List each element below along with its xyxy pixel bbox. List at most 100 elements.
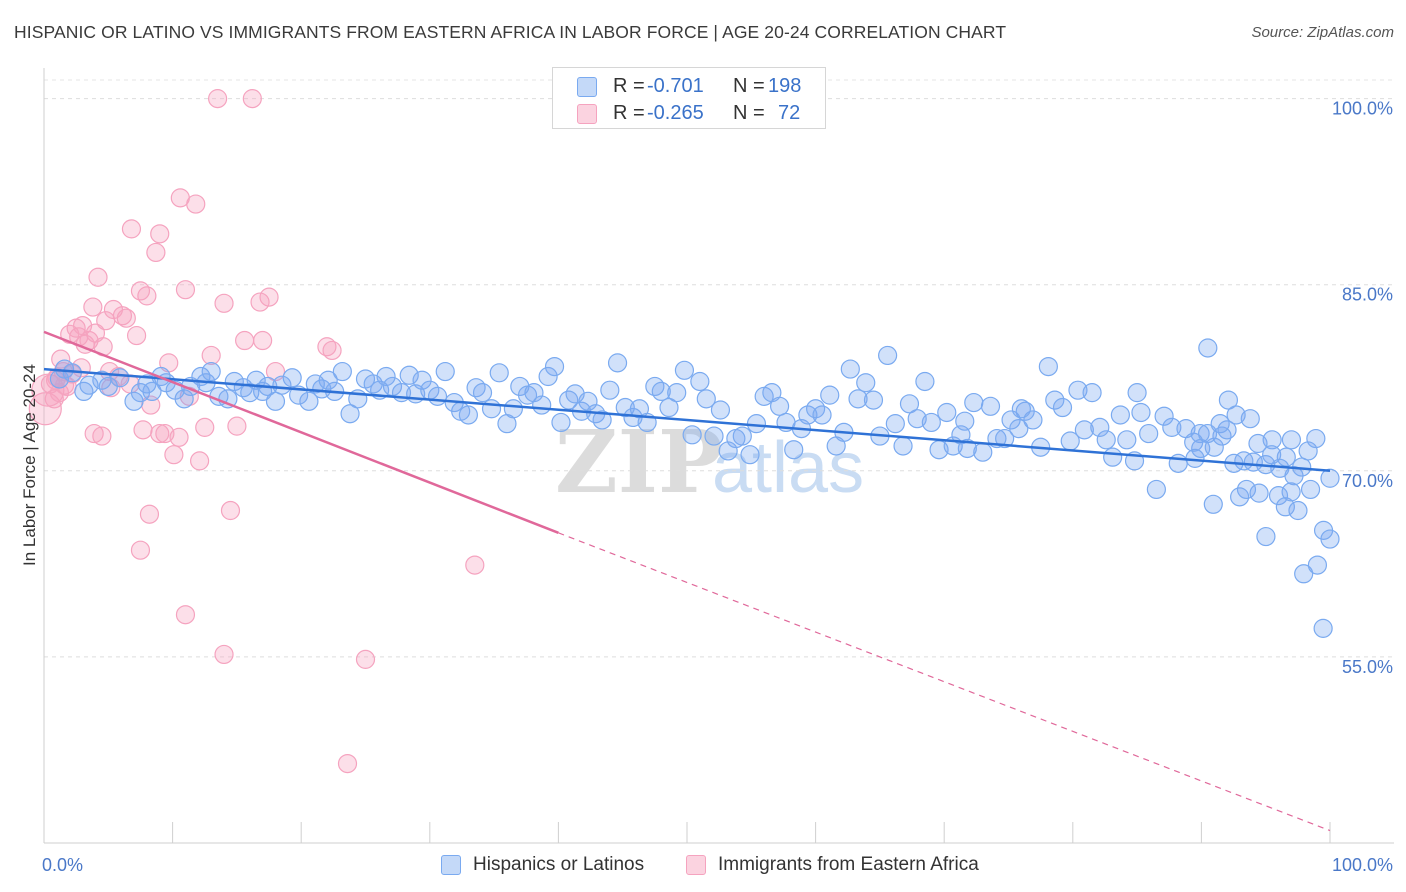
data-point	[83, 297, 103, 317]
data-point	[651, 381, 671, 402]
data-point	[645, 376, 665, 397]
data-point	[893, 436, 913, 456]
data-point	[1131, 402, 1151, 423]
y-tick-label: 70.0%	[1342, 471, 1393, 491]
data-point	[164, 445, 184, 465]
data-point	[435, 361, 455, 382]
stats-legend: R = -0.701 N = 198 R = -0.265 N = 72	[552, 67, 826, 129]
data-point	[208, 89, 228, 109]
data-point	[1127, 383, 1147, 403]
data-point	[921, 412, 941, 433]
data-point	[1320, 468, 1340, 488]
data-point	[376, 366, 396, 387]
data-point	[1248, 433, 1268, 454]
data-point	[532, 395, 552, 415]
data-point	[126, 325, 147, 346]
data-point	[1281, 482, 1301, 502]
data-point	[600, 380, 620, 400]
data-point	[1117, 430, 1137, 450]
data-point	[1275, 497, 1295, 517]
data-point	[1288, 500, 1308, 521]
data-point	[88, 267, 108, 287]
data-point	[1023, 410, 1043, 430]
data-point	[1306, 428, 1326, 449]
data-point	[214, 644, 234, 665]
data-point	[915, 371, 935, 392]
data-point	[746, 414, 767, 434]
data-point	[1011, 399, 1031, 419]
data-point	[973, 442, 993, 462]
data-point	[957, 438, 977, 459]
data-point	[150, 224, 170, 244]
data-point	[337, 753, 358, 774]
data-point	[1068, 380, 1088, 400]
data-point	[1268, 486, 1289, 506]
data-point	[116, 308, 136, 328]
data-point	[51, 349, 71, 369]
data-point	[1230, 487, 1250, 507]
data-point	[538, 366, 558, 387]
data-point	[1162, 417, 1182, 437]
data-point	[1226, 405, 1246, 425]
data-point	[704, 426, 724, 446]
data-point	[472, 383, 493, 403]
data-point	[1236, 479, 1257, 500]
data-point	[1217, 420, 1237, 440]
data-point	[399, 365, 419, 385]
data-point	[1052, 397, 1073, 418]
trend-extension-eastern-africa	[558, 532, 1331, 832]
data-point	[227, 416, 247, 436]
series-hispanic	[49, 338, 1340, 638]
data-point	[201, 361, 221, 382]
data-point	[1198, 338, 1218, 358]
data-point	[1243, 452, 1263, 472]
data-point	[190, 451, 210, 471]
data-point	[667, 383, 687, 403]
data-point	[142, 381, 162, 402]
data-point	[137, 286, 157, 306]
data-point	[481, 399, 502, 419]
data-point	[299, 391, 319, 411]
data-point	[907, 409, 927, 429]
data-point	[458, 405, 478, 425]
data-point	[840, 359, 860, 379]
data-point	[1110, 405, 1130, 425]
data-point	[355, 649, 376, 669]
data-point	[659, 397, 679, 418]
data-point	[1146, 479, 1166, 500]
data-point	[863, 390, 884, 410]
data-point	[544, 356, 565, 377]
legend-r-label: R =	[613, 75, 645, 97]
data-point	[139, 504, 160, 524]
data-point	[214, 293, 234, 313]
data-point	[1249, 483, 1269, 503]
data-point	[265, 391, 286, 411]
data-point	[1203, 494, 1223, 514]
data-point	[607, 353, 628, 373]
data-point	[155, 423, 175, 444]
data-point	[1090, 417, 1110, 437]
legend-row-eastern-africa: R = -0.265 N = 72	[553, 100, 825, 128]
data-point	[1154, 406, 1174, 426]
data-point	[995, 428, 1015, 449]
legend-n-label: N =	[733, 75, 765, 97]
y-tick-label: 55.0%	[1342, 657, 1393, 677]
data-point	[1139, 423, 1159, 444]
data-point	[1082, 383, 1102, 403]
data-point	[1197, 423, 1218, 444]
data-point	[856, 373, 876, 393]
data-point	[169, 427, 189, 447]
data-point	[150, 423, 170, 444]
data-point	[235, 330, 255, 351]
data-point	[133, 420, 153, 440]
data-point	[92, 426, 112, 446]
data-point	[769, 396, 790, 416]
data-point	[305, 374, 325, 394]
data-point	[318, 370, 338, 390]
data-point	[79, 375, 99, 395]
data-point	[489, 363, 509, 383]
data-point	[1313, 618, 1333, 638]
data-point	[812, 405, 832, 425]
data-point	[1038, 356, 1058, 377]
data-point	[175, 605, 196, 625]
